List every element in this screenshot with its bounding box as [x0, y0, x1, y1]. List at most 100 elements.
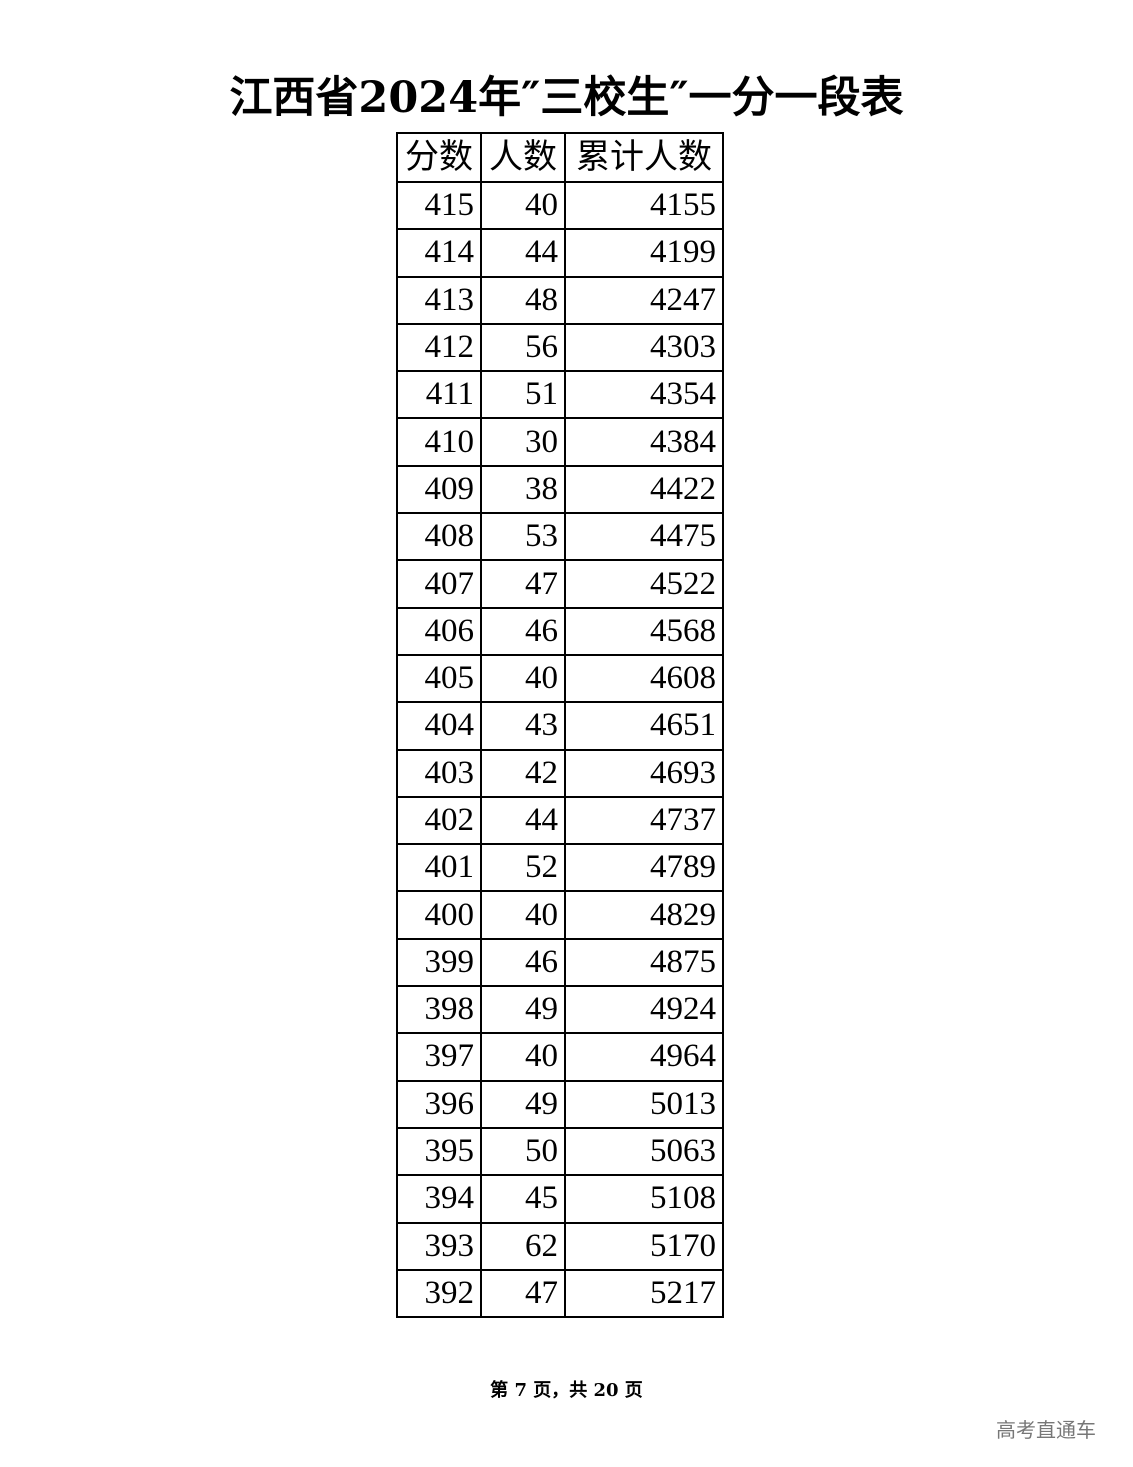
table-row: 402 44 4737	[396, 795, 724, 846]
cell-cumulative: 4155	[564, 180, 724, 231]
cell-cumulative: 4651	[564, 701, 724, 751]
table-row: 396 49 5013	[396, 1079, 724, 1129]
cell-count: 56	[480, 322, 566, 373]
cell-score: 393	[396, 1221, 482, 1271]
cell-count: 30	[480, 417, 566, 467]
cell-count: 43	[480, 701, 566, 751]
cell-count: 47	[480, 1268, 566, 1319]
cell-cumulative: 4693	[564, 748, 724, 798]
score-distribution-table: 分数 人数 累计人数 415 40 4155 414 44 4199 413 48 4247 41…	[396, 132, 724, 1319]
cell-score: 394	[396, 1174, 482, 1224]
table-row: 397 40 4964	[396, 1032, 724, 1082]
cell-count: 49	[480, 985, 566, 1035]
cell-count: 44	[480, 228, 566, 278]
table-row: 412 56 4303	[396, 322, 724, 373]
cell-count: 62	[480, 1221, 566, 1271]
cell-count: 50	[480, 1126, 566, 1177]
page-number: 第 7 页，共 20 页	[490, 1380, 643, 1401]
cell-cumulative: 5063	[564, 1126, 724, 1177]
watermark: 高考直通车	[996, 1418, 1096, 1442]
cell-cumulative: 4199	[564, 228, 724, 278]
table-row: 401 52 4789	[396, 843, 724, 893]
cell-score: 401	[396, 843, 482, 893]
cell-score: 400	[396, 890, 482, 940]
cell-cumulative: 4737	[564, 795, 724, 846]
cell-cumulative: 5170	[564, 1221, 724, 1271]
cell-count: 42	[480, 748, 566, 798]
table-row: 409 38 4422	[396, 464, 724, 515]
cell-cumulative: 4608	[564, 653, 724, 704]
cell-score: 408	[396, 512, 482, 562]
page-title: 江西省2024年″三校生″一分一段表	[229, 73, 904, 123]
cell-count: 49	[480, 1079, 566, 1129]
cell-score: 404	[396, 701, 482, 751]
table-row: 413 48 4247	[396, 275, 724, 325]
cell-count: 47	[480, 559, 566, 609]
cell-score: 403	[396, 748, 482, 798]
cell-score: 398	[396, 985, 482, 1035]
cell-cumulative: 4522	[564, 559, 724, 609]
cell-score: 407	[396, 559, 482, 609]
cell-count: 44	[480, 795, 566, 846]
cell-cumulative: 4924	[564, 985, 724, 1035]
cell-count: 40	[480, 180, 566, 231]
cell-score: 392	[396, 1268, 482, 1319]
cell-count: 51	[480, 370, 566, 420]
table-row: 392 47 5217	[396, 1268, 724, 1319]
cell-score: 415	[396, 180, 482, 231]
table-row: 405 40 4608	[396, 653, 724, 704]
cell-cumulative: 4422	[564, 464, 724, 515]
cell-cumulative: 4354	[564, 370, 724, 420]
table-row: 403 42 4693	[396, 748, 724, 798]
cell-score: 405	[396, 653, 482, 704]
table-row: 400 40 4829	[396, 890, 724, 940]
table-row: 414 44 4199	[396, 228, 724, 278]
cell-count: 53	[480, 512, 566, 562]
cell-score: 396	[396, 1079, 482, 1129]
table-row: 395 50 5063	[396, 1126, 724, 1177]
cell-count: 46	[480, 937, 566, 988]
cell-count: 40	[480, 1032, 566, 1082]
table-row: 411 51 4354	[396, 370, 724, 420]
table-row: 407 47 4522	[396, 559, 724, 609]
cell-cumulative: 4247	[564, 275, 724, 325]
cell-cumulative: 4384	[564, 417, 724, 467]
cell-count: 48	[480, 275, 566, 325]
cell-count: 52	[480, 843, 566, 893]
cell-cumulative: 4964	[564, 1032, 724, 1082]
cell-score: 399	[396, 937, 482, 988]
cell-score: 414	[396, 228, 482, 278]
cell-cumulative: 5217	[564, 1268, 724, 1319]
cell-score: 411	[396, 370, 482, 420]
table-row: 410 30 4384	[396, 417, 724, 467]
cell-score: 410	[396, 417, 482, 467]
header-cumulative: 累计人数	[564, 132, 724, 183]
cell-score: 413	[396, 275, 482, 325]
cell-score: 397	[396, 1032, 482, 1082]
cell-cumulative: 4568	[564, 606, 724, 656]
cell-count: 45	[480, 1174, 566, 1224]
cell-score: 412	[396, 322, 482, 373]
cell-cumulative: 4303	[564, 322, 724, 373]
table-row: 408 53 4475	[396, 512, 724, 562]
table-row: 399 46 4875	[396, 937, 724, 988]
cell-cumulative: 5108	[564, 1174, 724, 1224]
cell-score: 409	[396, 464, 482, 515]
cell-cumulative: 4875	[564, 937, 724, 988]
cell-count: 40	[480, 653, 566, 704]
cell-score: 406	[396, 606, 482, 656]
table-row: 415 40 4155	[396, 180, 724, 231]
cell-cumulative: 4789	[564, 843, 724, 893]
table-row: 393 62 5170	[396, 1221, 724, 1271]
table-row: 404 43 4651	[396, 701, 724, 751]
header-score: 分数	[396, 132, 482, 183]
cell-count: 46	[480, 606, 566, 656]
header-count: 人数	[480, 132, 566, 183]
cell-count: 38	[480, 464, 566, 515]
table-row: 406 46 4568	[396, 606, 724, 656]
cell-cumulative: 4829	[564, 890, 724, 940]
cell-count: 40	[480, 890, 566, 940]
cell-score: 395	[396, 1126, 482, 1177]
cell-cumulative: 5013	[564, 1079, 724, 1129]
cell-score: 402	[396, 795, 482, 846]
